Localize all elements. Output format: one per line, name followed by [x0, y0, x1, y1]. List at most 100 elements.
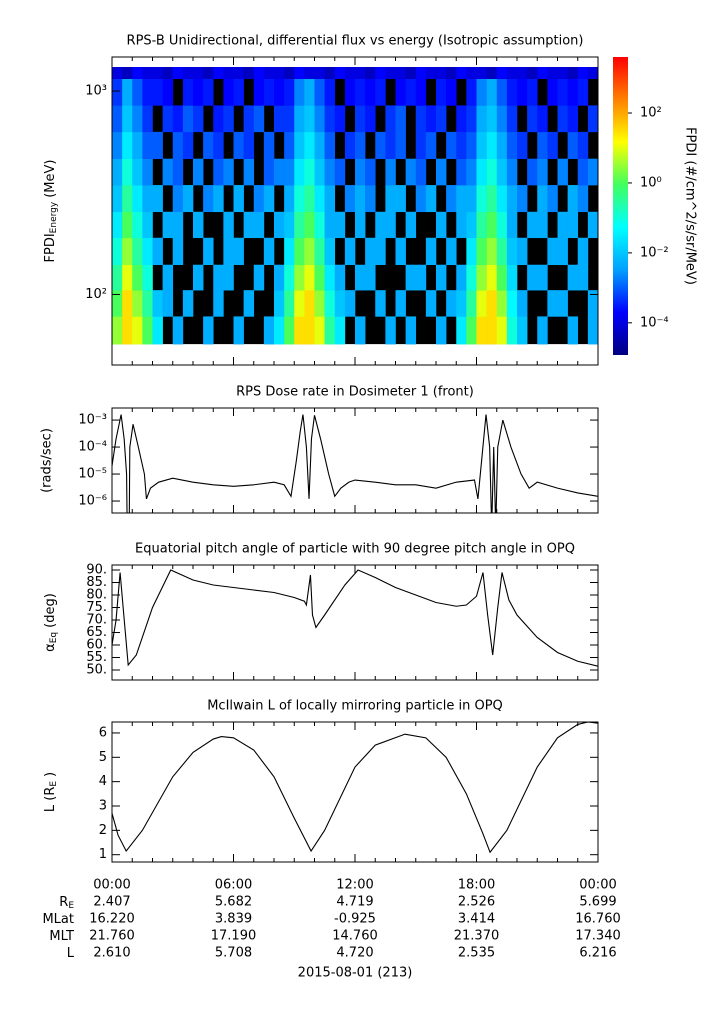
heatmap-cell	[557, 67, 568, 79]
heatmap-cell	[355, 105, 366, 133]
heatmap-cell	[314, 105, 325, 133]
heatmap-cell	[476, 105, 487, 133]
ephemeris-value: 2.407	[93, 895, 130, 910]
heatmap-cell	[375, 67, 386, 79]
label-subscript: E	[49, 781, 59, 787]
y-tick-label: 75.	[86, 600, 107, 615]
heatmap-cell	[496, 316, 508, 345]
y-tick-label: 5	[99, 750, 107, 765]
heatmap-cell	[294, 211, 305, 239]
heatmap-cell	[527, 78, 538, 106]
heatmap-cell	[334, 316, 346, 345]
heatmap-cell	[365, 158, 376, 186]
heatmap-cell	[436, 316, 447, 345]
heatmap-cell	[587, 211, 598, 239]
heatmap-cell	[243, 67, 255, 79]
heatmap-cell	[284, 316, 295, 345]
heatmap-cell	[517, 131, 528, 159]
heatmap-cell	[466, 105, 477, 133]
heatmap-cell	[496, 290, 508, 317]
heatmap-cell	[142, 264, 153, 291]
heatmap-cell	[577, 185, 589, 213]
heatmap-cell	[142, 185, 153, 213]
heatmap-cell	[365, 105, 376, 133]
heatmap-cell	[527, 158, 538, 186]
heatmap-cell	[142, 105, 153, 133]
heatmap-cell	[385, 131, 396, 159]
heatmap-cell	[456, 290, 467, 317]
label-rest: )	[43, 772, 58, 777]
heatmap-cell	[496, 158, 508, 186]
heatmap-cell	[314, 185, 325, 213]
heatmap-cell	[344, 131, 356, 159]
heatmap-cell	[547, 185, 558, 213]
heatmap-cell	[415, 67, 427, 79]
label-main: MLT	[49, 929, 74, 944]
heatmap-cell	[456, 185, 467, 213]
heatmap-cell	[253, 67, 265, 79]
heatmap-cell	[213, 290, 224, 317]
heatmap-cell	[284, 237, 295, 266]
heatmap-cell	[355, 185, 366, 213]
heatmap-cell	[486, 264, 498, 291]
heatmap-cell	[122, 158, 133, 186]
heatmap-cell	[587, 158, 598, 186]
heatmap-cell	[446, 67, 457, 79]
heatmap-cell	[122, 211, 133, 239]
heatmap-cell	[203, 67, 214, 79]
heatmap-cell	[506, 185, 518, 213]
heatmap-cell	[375, 237, 386, 266]
heatmap-cell	[527, 264, 538, 291]
x-tick-label: 06:00	[215, 878, 252, 893]
heatmap-cell	[263, 237, 275, 266]
y-tick-label: 6	[99, 725, 107, 740]
heatmap-cell	[253, 185, 265, 213]
heatmap-cell	[132, 290, 143, 317]
heatmap-cell	[304, 158, 315, 186]
x-tick-label: 18:00	[458, 878, 495, 893]
heatmap-cell	[486, 131, 498, 159]
heatmap-cell	[182, 105, 194, 133]
heatmap-cell	[334, 290, 346, 317]
heatmap-cell	[344, 78, 356, 106]
x-tick-label: 00:00	[93, 878, 130, 893]
heatmap-cell	[172, 185, 184, 213]
heatmap-cell	[182, 185, 194, 213]
heatmap-cell	[456, 131, 467, 159]
y-tick-label: 2	[99, 823, 107, 838]
heatmap-cell	[557, 237, 568, 266]
ephemeris-row-label: MLT	[49, 929, 74, 944]
heatmap-cell	[365, 67, 376, 79]
heatmap-cell	[496, 131, 508, 159]
heatmap-cell	[233, 316, 244, 345]
heatmap-cell	[587, 67, 598, 79]
ephemeris-value: 21.370	[454, 929, 500, 944]
heatmap-cell	[112, 67, 123, 79]
heatmap-cell	[436, 105, 447, 133]
heatmap-cell	[496, 105, 508, 133]
heatmap-cell	[112, 185, 123, 213]
heatmap-cell	[314, 67, 325, 79]
heatmap-cell	[253, 264, 265, 291]
heatmap-cell	[142, 78, 153, 106]
heatmap-cell	[263, 316, 275, 345]
ephemeris-value: 2.535	[458, 946, 495, 961]
heatmap-cell	[486, 290, 498, 317]
heatmap-cell	[182, 131, 194, 159]
heatmap-cell	[122, 264, 133, 291]
panel-title: Equatorial pitch angle of particle with …	[135, 542, 575, 557]
heatmap-cell	[243, 105, 255, 133]
heatmap-cell	[324, 185, 336, 213]
heatmap-cell	[537, 316, 548, 345]
heatmap-cell	[537, 105, 548, 133]
heatmap-cell	[506, 211, 518, 239]
heatmap-cell	[537, 264, 548, 291]
heatmap-cell	[132, 105, 143, 133]
heatmap-cell	[162, 290, 174, 317]
heatmap-cell	[365, 78, 376, 106]
heatmap-cell	[486, 158, 498, 186]
heatmap-cell	[415, 78, 427, 106]
heatmap-cell	[142, 67, 153, 79]
label-subscript: Energy	[49, 201, 59, 233]
heatmap-cell	[395, 237, 406, 266]
